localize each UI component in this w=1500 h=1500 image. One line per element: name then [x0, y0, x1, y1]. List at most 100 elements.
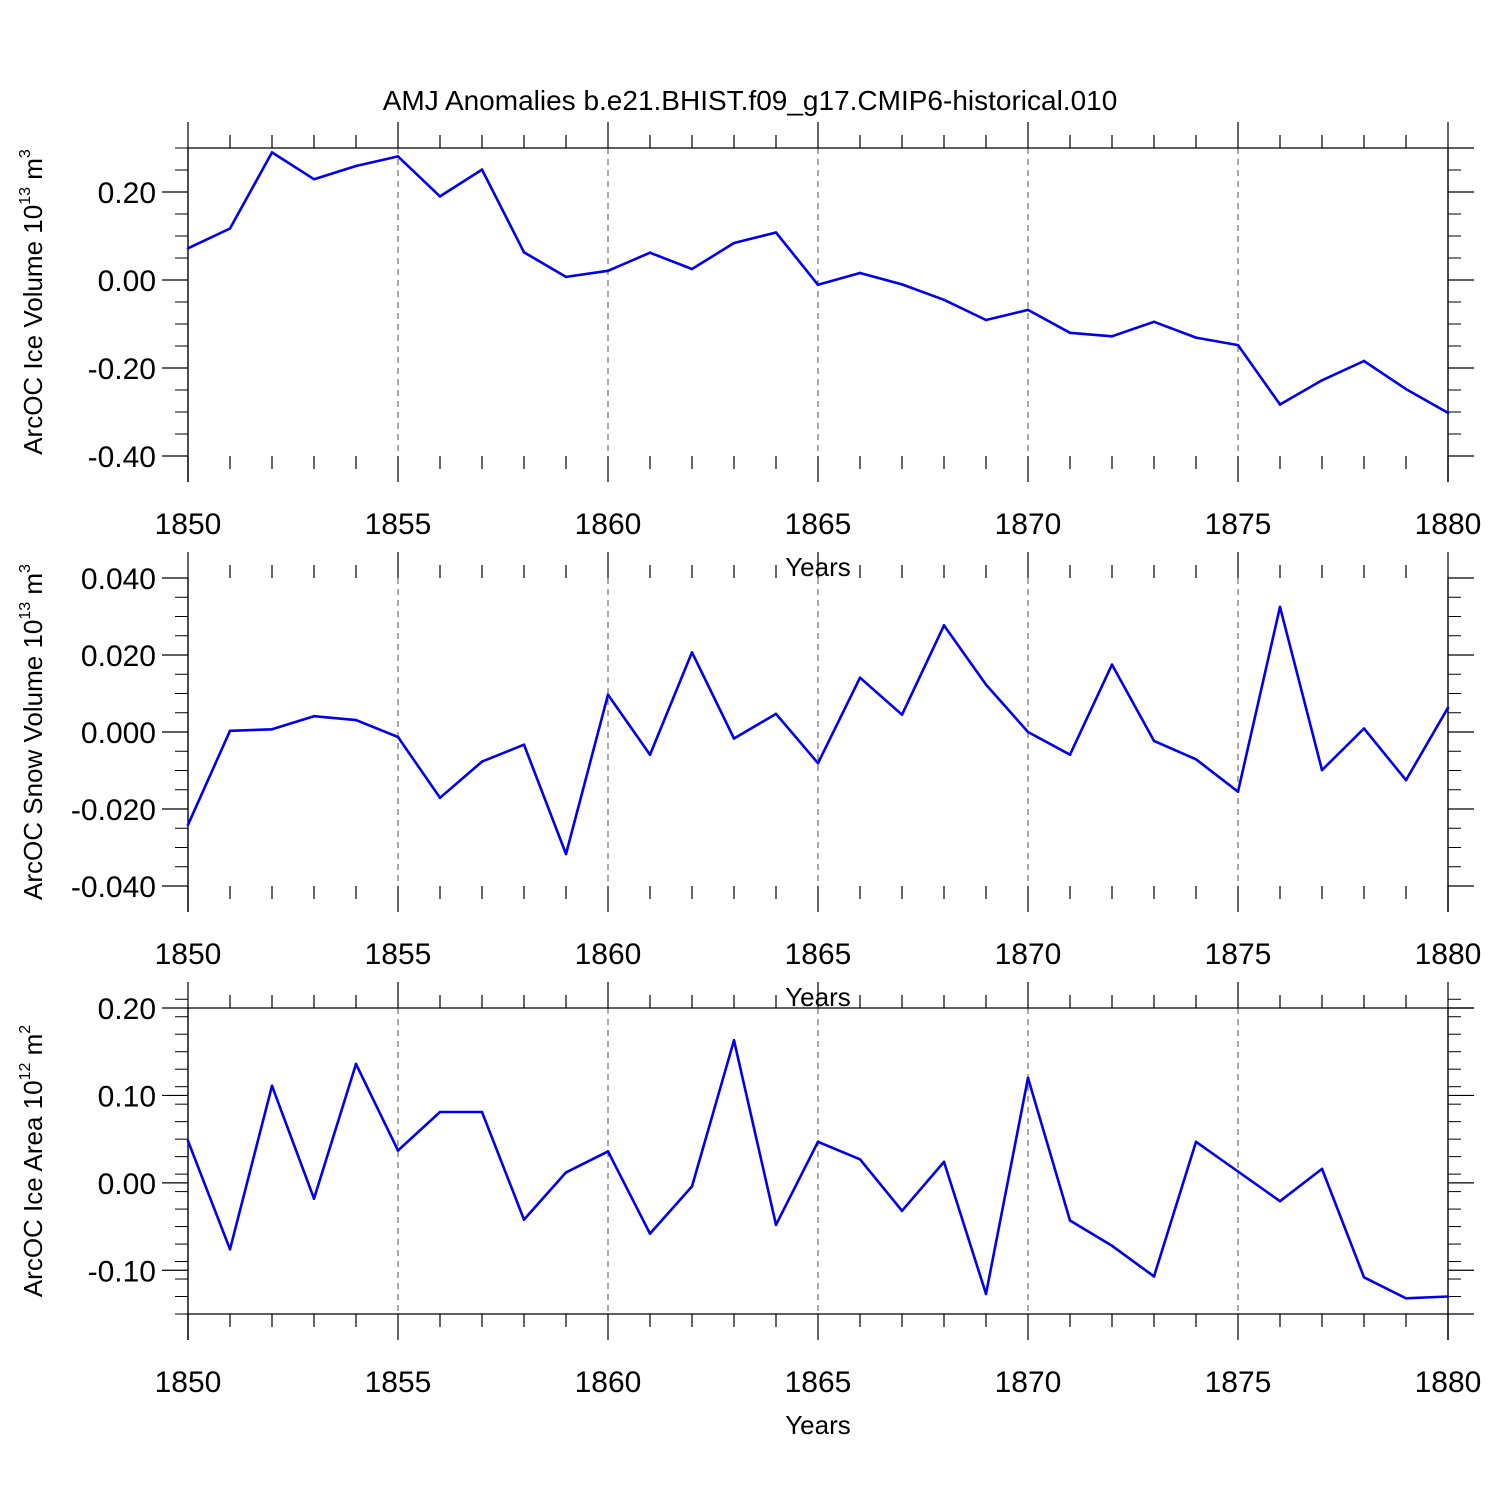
x-tick-label: 1880	[1415, 1366, 1482, 1399]
data-point	[1320, 768, 1324, 772]
data-point	[1362, 359, 1366, 363]
y-axis-label-text: ArcOC Ice Area 10	[18, 1080, 48, 1297]
x-axis-label: Years	[785, 1410, 851, 1440]
data-point	[1404, 387, 1408, 391]
data-point	[186, 1139, 190, 1143]
x-tick-label: 1870	[995, 1366, 1062, 1399]
x-tick-label: 1850	[155, 508, 222, 541]
data-point	[858, 1157, 862, 1161]
data-point	[1026, 308, 1030, 312]
data-point	[690, 651, 694, 654]
data-point	[1446, 411, 1450, 415]
y-tick-label: -0.020	[71, 794, 156, 827]
data-point	[1362, 727, 1366, 730]
y-tick-label: 0.00	[98, 265, 156, 298]
data-point	[522, 1218, 526, 1221]
data-point	[354, 718, 358, 722]
data-point	[690, 1185, 694, 1188]
data-point	[1152, 1275, 1156, 1278]
data-point	[1236, 1170, 1240, 1173]
data-point	[1278, 605, 1282, 609]
data-point	[816, 761, 820, 765]
data-point	[1068, 753, 1072, 757]
data-point	[942, 1160, 946, 1164]
data-point	[1152, 320, 1156, 324]
data-point	[1194, 1140, 1198, 1144]
data-point	[1236, 790, 1240, 793]
data-point	[1278, 1199, 1282, 1203]
y-axis-label-unit-exponent: 3	[17, 564, 34, 573]
data-point	[396, 735, 400, 739]
x-tick-label: 1875	[1205, 938, 1272, 971]
y-tick-label: 0.040	[81, 563, 156, 596]
x-tick-label: 1850	[155, 938, 222, 971]
y-tick-label: -0.040	[71, 871, 156, 904]
data-point	[1320, 1167, 1324, 1171]
data-point	[1110, 1244, 1114, 1248]
data-point	[1404, 778, 1408, 782]
data-point	[1026, 730, 1030, 734]
data-point	[648, 753, 652, 757]
y-tick-label: 0.020	[81, 640, 156, 673]
data-point	[396, 1149, 400, 1152]
data-point	[774, 1223, 778, 1227]
data-point	[228, 729, 232, 733]
data-point	[606, 1150, 610, 1153]
data-point	[1404, 1296, 1408, 1300]
data-point	[522, 743, 526, 747]
data-point	[1320, 379, 1324, 382]
data-point	[438, 796, 442, 800]
y-axis-label: ArcOC Snow Volume 1013 m3	[17, 564, 48, 900]
data-point	[984, 683, 988, 686]
data-point	[354, 1062, 358, 1066]
y-tick-label: 0.20	[98, 177, 156, 210]
panel-2: -0.040 -0.020 0.000 0.020 0.040 1850 1855 1860 1…	[17, 552, 1481, 1012]
data-point	[1110, 335, 1114, 338]
x-tick-label: 1870	[995, 508, 1062, 541]
data-point	[984, 318, 988, 322]
x-tick-label: 1865	[785, 938, 852, 971]
data-point	[732, 737, 736, 740]
data-point	[816, 283, 820, 287]
chart-title: AMJ Anomalies b.e21.BHIST.f09_g17.CMIP6-…	[383, 85, 1118, 116]
y-axis-label-unit: m	[18, 573, 48, 602]
y-tick-label: 0.000	[81, 717, 156, 750]
data-point	[228, 1248, 232, 1251]
x-tick-label: 1870	[995, 938, 1062, 971]
x-tick-label: 1855	[365, 938, 432, 971]
data-point	[564, 1171, 568, 1174]
data-point	[270, 151, 274, 154]
data-point	[1194, 336, 1198, 339]
y-tick-label: 0.10	[98, 1080, 156, 1113]
data-point	[774, 231, 778, 234]
x-tick-label: 1865	[785, 508, 852, 541]
data-point	[816, 1140, 820, 1144]
data-point	[396, 155, 400, 158]
data-point	[438, 1110, 442, 1114]
data-point	[1194, 758, 1198, 761]
x-tick-label: 1860	[575, 938, 642, 971]
data-point	[564, 852, 568, 856]
x-tick-label: 1875	[1205, 1366, 1272, 1399]
data-point	[858, 271, 862, 275]
x-tick-label: 1855	[365, 508, 432, 541]
data-point	[900, 1209, 904, 1213]
x-tick-label: 1860	[575, 508, 642, 541]
x-tick-label: 1850	[155, 1366, 222, 1399]
data-point	[900, 283, 904, 286]
data-point	[522, 250, 526, 254]
y-axis-label-exponent: 13	[17, 602, 34, 620]
data-point	[984, 1292, 988, 1296]
data-point	[1152, 739, 1156, 743]
data-point	[942, 624, 946, 627]
data-point	[1362, 1275, 1366, 1279]
y-tick-label: -0.10	[88, 1255, 156, 1288]
y-tick-label: -0.40	[88, 441, 156, 474]
data-point	[1110, 663, 1114, 666]
data-point	[648, 1232, 652, 1235]
y-axis-label-text: ArcOC Ice Volume 10	[18, 205, 48, 455]
x-tick-label: 1860	[575, 1366, 642, 1399]
data-point	[564, 275, 568, 279]
